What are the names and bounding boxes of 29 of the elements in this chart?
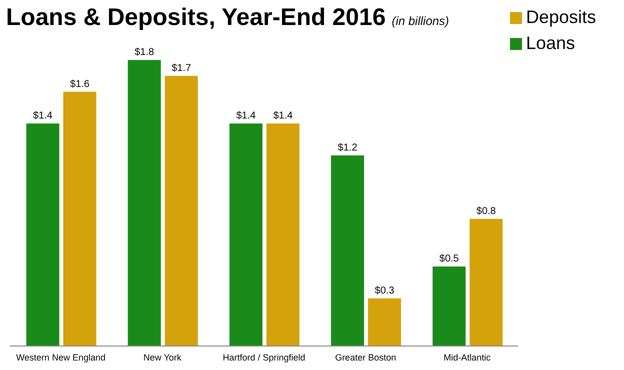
bar [266, 124, 300, 346]
bar [331, 155, 364, 346]
bar [128, 60, 161, 346]
x-tick-label: Greater Boston [335, 352, 396, 362]
bar [368, 298, 402, 346]
bar [63, 92, 96, 346]
data-label: $0.5 [439, 254, 460, 265]
data-label: $1.4 [236, 110, 256, 122]
data-label: $1.2 [338, 142, 358, 154]
legend-label: Loans [526, 33, 576, 53]
bar [164, 76, 198, 346]
x-tick-label: Mid-Atlantic [444, 352, 492, 362]
data-label: $1.8 [134, 47, 155, 58]
x-tick-label: New York [143, 352, 182, 362]
data-label: $1.7 [172, 62, 192, 74]
data-label: $0.3 [374, 285, 395, 296]
bar [432, 266, 466, 346]
x-tick-label: Hartford / Springfield [222, 352, 306, 362]
bar [470, 218, 503, 346]
bar [229, 124, 262, 346]
bar [26, 124, 60, 346]
data-label: $0.8 [476, 206, 496, 217]
chart-subtitle: (in billions) [392, 14, 450, 28]
data-label: $1.4 [273, 110, 294, 122]
chart-title: Loans & Deposits, Year-End 2016 [6, 4, 386, 31]
x-tick-label: Western New England [16, 352, 106, 362]
legend-label: Deposits [526, 7, 596, 27]
data-label: $1.4 [33, 110, 53, 122]
data-label: $1.6 [70, 78, 90, 90]
